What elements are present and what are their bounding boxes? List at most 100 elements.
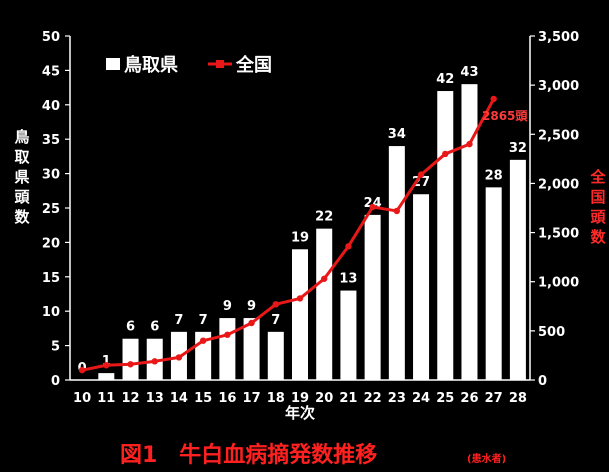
bar bbox=[219, 318, 236, 380]
x-tick-label: 16 bbox=[218, 391, 236, 406]
bar bbox=[509, 159, 526, 380]
bar bbox=[292, 249, 308, 380]
bar bbox=[461, 84, 478, 380]
x-tick-label: 27 bbox=[485, 391, 503, 406]
line-point bbox=[490, 95, 497, 103]
line-point bbox=[248, 319, 255, 327]
x-tick-label: 28 bbox=[509, 391, 527, 406]
line-series bbox=[78, 95, 497, 374]
x-tick-label: 13 bbox=[146, 391, 164, 406]
bar bbox=[316, 228, 333, 380]
bar-value-label: 6 bbox=[126, 320, 135, 335]
line-point bbox=[103, 362, 110, 369]
line-point bbox=[417, 171, 425, 178]
y-axis-title-right-char: 国 bbox=[590, 188, 605, 206]
y-axis-title-left-char: 頭 bbox=[14, 188, 30, 206]
bar bbox=[388, 146, 405, 380]
x-tick-label: 21 bbox=[339, 391, 357, 406]
bar-series bbox=[98, 84, 526, 380]
left-y-tick-label: 5 bbox=[51, 340, 60, 355]
bar bbox=[267, 331, 284, 380]
x-axis-title: 年次 bbox=[285, 404, 315, 422]
bar-value-label: 7 bbox=[271, 313, 280, 328]
line-point bbox=[442, 150, 449, 158]
right-y-tick-label: 1,000 bbox=[538, 276, 579, 291]
x-tick-label: 26 bbox=[460, 391, 478, 406]
x-tick-label: 12 bbox=[121, 391, 139, 406]
bar-value-label: 1 bbox=[102, 354, 111, 369]
x-tick-label: 10 bbox=[73, 391, 91, 406]
line-end-annotation: 2865頭 bbox=[482, 109, 528, 123]
right-y-tick-label: 500 bbox=[538, 325, 565, 340]
x-tick-label: 24 bbox=[412, 391, 430, 406]
line-point bbox=[272, 301, 279, 308]
bar-value-label: 43 bbox=[460, 65, 478, 80]
chart-title: 図1 牛白血病摘発数推移 bbox=[120, 442, 377, 468]
line-point bbox=[199, 337, 207, 344]
bar bbox=[437, 91, 454, 380]
right-y-tick-label: 3,000 bbox=[538, 79, 579, 94]
bar-value-label: 32 bbox=[509, 141, 527, 156]
left-y-tick-label: 10 bbox=[42, 305, 60, 320]
y-axis-title-left-char: 県 bbox=[14, 168, 29, 186]
line-point bbox=[127, 361, 134, 368]
left-y-tick-label: 45 bbox=[42, 64, 60, 79]
y-axis-title-right-char: 頭 bbox=[590, 208, 606, 226]
line-point bbox=[175, 354, 183, 361]
line-point bbox=[296, 295, 304, 302]
y-axis-title-right-char: 全 bbox=[589, 168, 606, 186]
left-y-tick-label: 20 bbox=[42, 236, 60, 251]
bar-value-label: 34 bbox=[388, 127, 406, 142]
bar bbox=[364, 214, 381, 380]
bar-value-label: 19 bbox=[291, 230, 309, 245]
bar-value-label: 9 bbox=[223, 299, 232, 314]
bar bbox=[485, 187, 502, 380]
bar bbox=[340, 290, 357, 380]
bar-value-label: 7 bbox=[174, 313, 183, 328]
x-tick-label: 23 bbox=[388, 391, 406, 406]
bar-value-label: 13 bbox=[339, 272, 357, 287]
line-point bbox=[321, 275, 328, 282]
bar-value-label: 42 bbox=[436, 72, 454, 87]
bar-value-label: 7 bbox=[199, 313, 208, 328]
bar-value-label: 9 bbox=[247, 299, 256, 314]
y-axis-title-left-char: 鳥 bbox=[14, 128, 29, 146]
line-point bbox=[224, 331, 231, 338]
x-ticks: 10 11 12 13 14 15 16 17 18 19 20 21 22 23 24 25 26 27 28 bbox=[73, 391, 527, 406]
legend-swatch-marker bbox=[216, 60, 224, 68]
y-axis-title-right-char: 数 bbox=[590, 228, 606, 246]
left-y-tick-label: 40 bbox=[42, 99, 60, 114]
x-tick-label: 25 bbox=[436, 391, 454, 406]
left-y-tick-label: 35 bbox=[42, 133, 60, 148]
bar-value-label: 6 bbox=[150, 320, 159, 335]
x-tick-label: 20 bbox=[315, 391, 333, 406]
bar bbox=[98, 373, 115, 380]
right-y-ticks: 0 500 1,000 1,500 2,000 2,500 3,000 3,500 bbox=[530, 30, 579, 389]
chart-subtitle: (患水者) bbox=[467, 452, 506, 465]
left-y-tick-label: 25 bbox=[42, 202, 60, 217]
line-point bbox=[466, 140, 473, 148]
y-axis-title-left-char: 取 bbox=[14, 148, 30, 166]
bar-value-label: 22 bbox=[315, 210, 333, 225]
right-y-tick-label: 3,500 bbox=[538, 30, 579, 45]
x-tick-label: 15 bbox=[194, 391, 212, 406]
right-y-tick-label: 1,500 bbox=[538, 227, 579, 242]
legend-label-bar: 鳥取県 bbox=[124, 54, 178, 76]
line-point bbox=[151, 358, 158, 365]
legend: 鳥取県 全国 bbox=[106, 54, 272, 76]
line-point bbox=[78, 366, 86, 374]
line-point bbox=[345, 243, 352, 250]
bar-value-label: 28 bbox=[485, 168, 503, 183]
line-point bbox=[369, 203, 376, 211]
left-y-tick-label: 30 bbox=[42, 168, 60, 183]
x-tick-label: 14 bbox=[170, 391, 188, 406]
x-tick-label: 18 bbox=[267, 391, 285, 406]
x-tick-label: 17 bbox=[243, 391, 261, 406]
right-y-tick-label: 2,000 bbox=[538, 177, 579, 192]
x-tick-label: 22 bbox=[364, 391, 382, 406]
right-y-tick-label: 2,500 bbox=[538, 128, 579, 143]
